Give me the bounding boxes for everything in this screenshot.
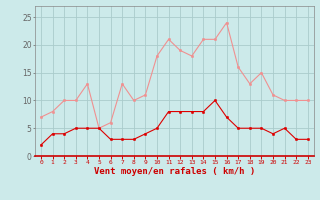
X-axis label: Vent moyen/en rafales ( km/h ): Vent moyen/en rafales ( km/h ) (94, 167, 255, 176)
